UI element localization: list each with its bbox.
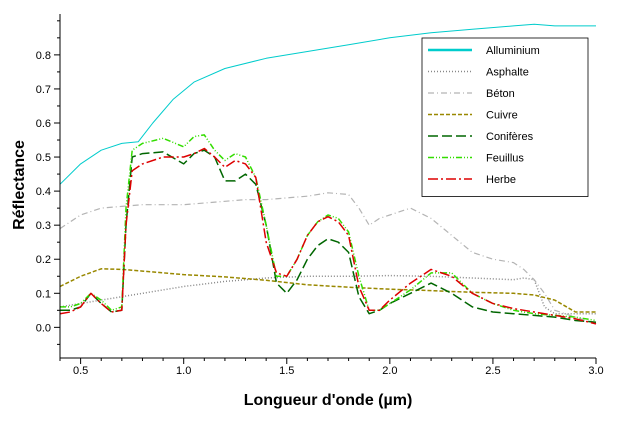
legend: Alluminium Asphalte Béton Cuivre Conifères Fe… <box>421 37 589 197</box>
x-tick-label: 0.5 <box>73 365 88 377</box>
series-line-4 <box>59 268 596 313</box>
x-tick-label: 2.5 <box>485 365 500 377</box>
legend-label: Conifères <box>486 131 534 143</box>
legend-label: Cuivre <box>486 110 518 122</box>
series-line-7 <box>59 147 597 325</box>
y-tick-label: 0.5 <box>36 152 51 164</box>
legend-label: Alluminium <box>486 45 540 57</box>
y-tick-label: 0.7 <box>36 84 51 96</box>
y-tick-label: 0.6 <box>36 118 51 130</box>
legend-label: Herbe <box>486 174 516 186</box>
axes-layer: 0.5 1.0 1.5 2.0 2.5 3.0 0.0 0.1 0.2 0.3 0.4 0.5 0.6 0… <box>36 14 604 377</box>
x-tick-label: 1.5 <box>279 365 294 377</box>
y-tick-label: 0.2 <box>36 254 51 266</box>
series-line-1 <box>59 23 596 185</box>
series-line-3 <box>59 192 597 325</box>
x-axis-title: Longueur d'onde (µm) <box>244 392 413 409</box>
legend-box <box>421 37 589 197</box>
x-tick-label: 2.0 <box>382 365 397 377</box>
series-layer <box>59 23 597 325</box>
y-axis-title: Réflectance <box>11 140 28 230</box>
series-line-6 <box>60 134 597 322</box>
y-tick-label: 0.8 <box>36 50 51 62</box>
x-tick-label: 3.0 <box>588 365 603 377</box>
legend-label: Feuillus <box>486 153 524 165</box>
y-tick-label: 0.3 <box>36 220 51 232</box>
y-tick-label: 0.4 <box>36 186 51 198</box>
y-tick-label: 0.1 <box>36 288 51 300</box>
y-tick-label: 0.0 <box>36 322 51 334</box>
legend-label: Béton <box>486 88 515 100</box>
legend-label: Asphalte <box>486 67 529 79</box>
x-tick-label: 1.0 <box>176 365 191 377</box>
series-line-2 <box>59 274 596 315</box>
